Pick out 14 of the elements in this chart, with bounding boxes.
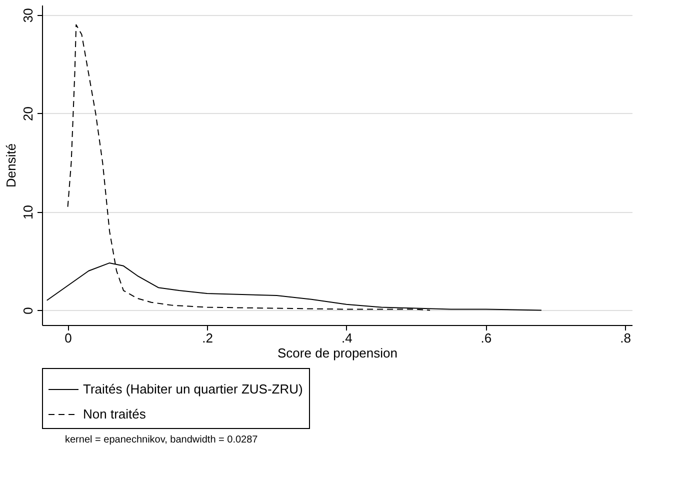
- y-tick-label: 10: [20, 205, 36, 220]
- legend-label: Traités (Habiter un quartier ZUS-ZRU): [83, 382, 303, 396]
- text: kernel = epanechnikov, bandwidth = 0.0287: [65, 434, 258, 446]
- y-axis-title: Densité: [4, 143, 18, 188]
- x-tick-label: .6: [480, 330, 492, 346]
- legend-label: Non traités: [83, 406, 146, 422]
- y-tick-label: 0: [20, 307, 36, 314]
- x-tick-label: .8: [620, 330, 631, 346]
- y-tick-label: 30: [20, 8, 36, 23]
- x-tick-label: .2: [202, 330, 214, 346]
- x-tick-label: .4: [341, 330, 352, 346]
- x-tick-label: 0: [64, 330, 72, 346]
- y-tick-label: 20: [20, 106, 36, 122]
- x-axis-title: Score de propension: [278, 346, 398, 360]
